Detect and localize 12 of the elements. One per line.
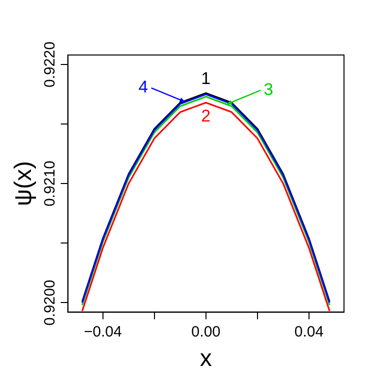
y-tick-label: 0.9220	[41, 42, 58, 88]
annotation: 3	[264, 80, 274, 99]
y-axis-title: ψ(x)	[10, 161, 38, 206]
x-axis-title: x	[200, 345, 212, 372]
x-tick-label: −0.04	[84, 323, 122, 340]
x-tick-label: 0.00	[191, 323, 220, 340]
annotation: 4	[138, 78, 148, 97]
annotation: 1	[201, 68, 211, 88]
annotation: 2	[201, 106, 211, 126]
y-tick-label: 0.9210	[41, 160, 58, 207]
y-tick-label: 0.9200	[41, 280, 58, 326]
x-tick-label: 0.04	[294, 323, 324, 340]
